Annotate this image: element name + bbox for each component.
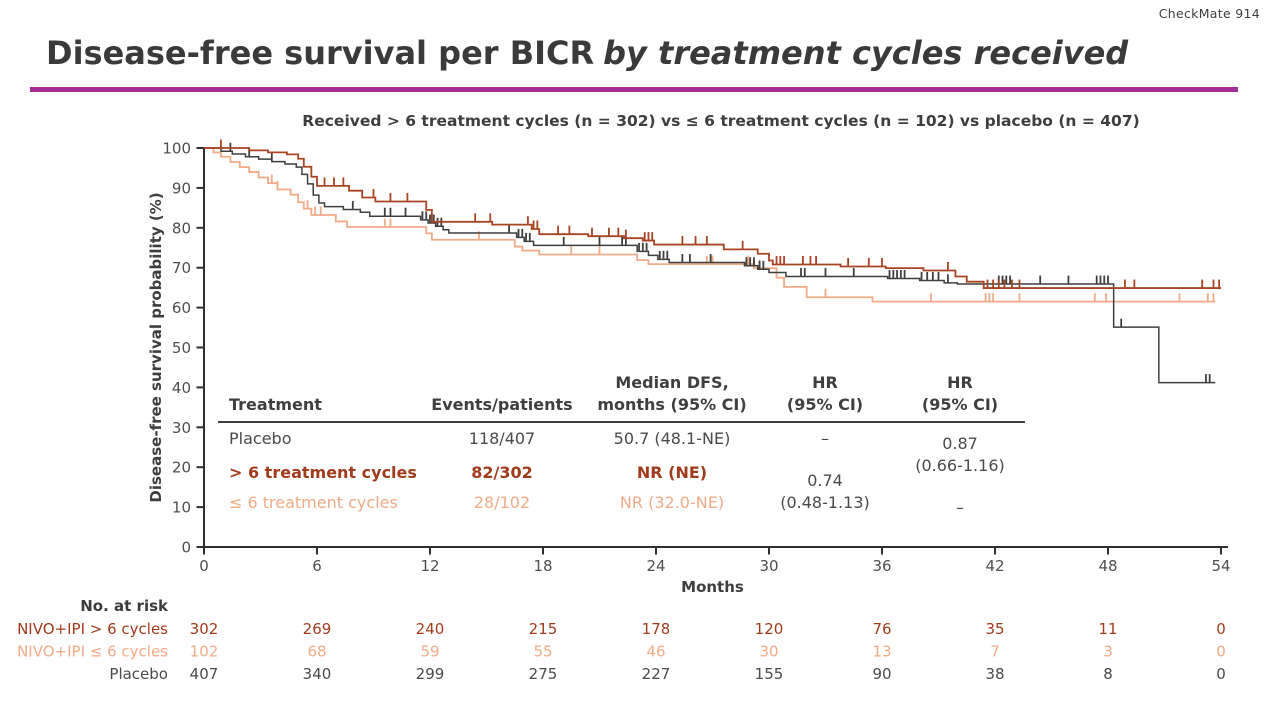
stats-row-placebo-treatment: Placebo <box>229 429 292 448</box>
risk-count: 68 <box>307 643 326 661</box>
x-tick-label: 12 <box>420 557 439 575</box>
y-tick-label: 50 <box>172 339 191 357</box>
x-tick-label: 18 <box>533 557 552 575</box>
risk-row-label-1: NIVO+IPI > 6 cycles <box>17 620 168 638</box>
stats-row-placebo-events: 118/407 <box>468 429 536 448</box>
risk-count: 8 <box>1103 665 1113 683</box>
chart-subtitle: Received > 6 treatment cycles (n = 302) … <box>302 112 1140 130</box>
stats-row-le6-median: NR (32.0-NE) <box>619 493 725 512</box>
risk-count: 76 <box>872 620 891 638</box>
risk-count: 7 <box>990 643 1000 661</box>
study-badge: CheckMate 914 <box>1158 6 1260 21</box>
y-axis-title: Disease-free survival probability (%) <box>147 192 165 502</box>
risk-count: 269 <box>303 620 332 638</box>
stats-header-treatment: Treatment <box>229 395 322 414</box>
risk-count: 407 <box>190 665 219 683</box>
risk-count: 240 <box>416 620 445 638</box>
stats-hr1-placebo-dash: – <box>821 429 829 448</box>
y-tick-label: 90 <box>172 179 191 197</box>
km-curve-nivo-ipi-gt6-cycles <box>204 147 1221 289</box>
risk-table-title: No. at risk <box>80 597 169 615</box>
risk-row-label-3: Placebo <box>109 665 168 683</box>
stats-row-placebo-median: 50.7 (48.1-NE) <box>613 429 731 448</box>
x-tick-label: 6 <box>312 557 322 575</box>
risk-count: 38 <box>985 665 1004 683</box>
risk-count: 35 <box>985 620 1004 638</box>
km-curve-nivo-ipi-le6-cycles <box>204 147 1216 303</box>
x-tick-label: 42 <box>985 557 1004 575</box>
y-tick-label: 20 <box>172 459 191 477</box>
risk-count: 11 <box>1098 620 1117 638</box>
y-tick-label: 10 <box>172 499 191 517</box>
km-curve-placebo <box>204 147 1216 384</box>
risk-count: 0 <box>1216 643 1226 661</box>
risk-count: 275 <box>529 665 558 683</box>
x-tick-label: 24 <box>646 557 665 575</box>
stats-hr2-le6-dash: – <box>956 498 964 517</box>
stats-row-gt6-median: NR (NE) <box>636 463 708 482</box>
risk-count: 340 <box>303 665 332 683</box>
risk-count: 13 <box>872 643 891 661</box>
stats-row-le6-treatment: ≤ 6 treatment cycles <box>229 493 398 512</box>
x-tick-label: 36 <box>872 557 891 575</box>
stats-header-events: Events/patients <box>431 395 573 414</box>
stats-table: Treatment Events/patients Median DFS, mo… <box>218 370 1030 530</box>
title-italic: by treatment cycles received <box>603 34 1129 72</box>
y-tick-label: 70 <box>172 259 191 277</box>
stats-row-le6-events: 28/102 <box>473 493 531 512</box>
risk-count: 59 <box>420 643 439 661</box>
stats-header-median-dfs: Median DFS, months (95% CI) <box>597 373 747 414</box>
x-tick-label: 30 <box>759 557 778 575</box>
risk-count: 3 <box>1103 643 1113 661</box>
page-title: Disease-free survival per BICR by treatme… <box>46 34 1246 72</box>
risk-count: 155 <box>755 665 784 683</box>
x-tick-label: 48 <box>1098 557 1117 575</box>
stats-header-hr1: HR (95% CI) <box>786 373 864 414</box>
stats-hr2-value: 0.87 (0.66-1.16) <box>915 434 1005 475</box>
y-tick-label: 40 <box>172 379 191 397</box>
risk-count: 120 <box>755 620 784 638</box>
y-tick-label: 100 <box>162 140 191 158</box>
stats-hr1-value: 0.74 (0.48-1.13) <box>780 471 870 512</box>
risk-count: 0 <box>1216 620 1226 638</box>
y-tick-label: 0 <box>181 539 191 557</box>
risk-count: 90 <box>872 665 891 683</box>
x-axis-title: Months <box>681 578 744 596</box>
x-tick-label: 0 <box>199 557 209 575</box>
title-underline <box>30 87 1238 92</box>
risk-count: 178 <box>642 620 671 638</box>
risk-count: 46 <box>646 643 665 661</box>
risk-count: 299 <box>416 665 445 683</box>
y-tick-label: 30 <box>172 419 191 437</box>
y-tick-label: 80 <box>172 219 191 237</box>
stats-row-gt6-events: 82/302 <box>471 463 533 482</box>
risk-count: 30 <box>759 643 778 661</box>
risk-count: 215 <box>529 620 558 638</box>
stats-row-gt6-treatment: > 6 treatment cycles <box>229 463 417 482</box>
title-regular: Disease-free survival per BICR <box>46 34 595 72</box>
risk-count: 227 <box>642 665 671 683</box>
stats-header-rule <box>218 421 1025 423</box>
risk-count: 0 <box>1216 665 1226 683</box>
risk-count: 55 <box>533 643 552 661</box>
risk-count: 302 <box>190 620 219 638</box>
stats-header-hr2: HR (95% CI) <box>921 373 999 414</box>
y-tick-label: 60 <box>172 299 191 317</box>
risk-count: 102 <box>190 643 219 661</box>
x-tick-label: 54 <box>1211 557 1230 575</box>
risk-row-label-2: NIVO+IPI ≤ 6 cycles <box>17 643 168 661</box>
